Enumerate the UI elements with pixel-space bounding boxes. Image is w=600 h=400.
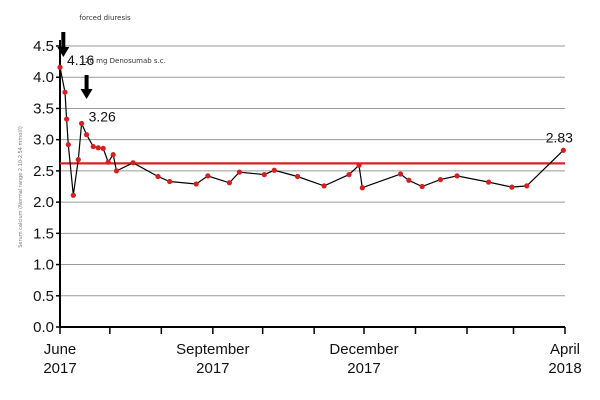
data-point [167, 178, 173, 185]
data-point [105, 159, 111, 165]
data-point [236, 169, 243, 175]
data-point [205, 173, 211, 179]
x-tick-label-year: 2017 [347, 360, 380, 377]
x-tick-label-year: 2017 [196, 360, 229, 377]
data-label: 3.26 [89, 108, 116, 124]
y-tick-label: 2.0 [33, 194, 54, 211]
data-point [83, 132, 90, 138]
data-point [64, 116, 70, 122]
annotation-text: forced diuresis [79, 14, 131, 22]
data-point [90, 143, 96, 150]
data-point [346, 172, 352, 178]
data-point [75, 157, 81, 163]
data-point [524, 183, 530, 189]
x-tick-label-month: September [176, 341, 249, 358]
data-point [359, 185, 365, 191]
data-point [560, 147, 566, 153]
y-tick-label: 4.5 [33, 38, 54, 55]
data-point [261, 172, 267, 178]
data-label: 2.83 [546, 129, 573, 145]
data-point [356, 162, 362, 168]
y-tick-label: 4.0 [33, 69, 54, 86]
series-line [59, 67, 564, 196]
x-tick-label-month: June [44, 341, 77, 358]
x-tick-label-month: April [550, 341, 580, 358]
data-point [193, 181, 199, 187]
data-point [57, 64, 63, 70]
data-point [78, 120, 85, 127]
annotation-arrow-head [80, 89, 93, 99]
data-points [57, 64, 566, 198]
data-point [113, 168, 120, 174]
data-point [437, 177, 444, 183]
data-point [62, 89, 68, 95]
data-point [95, 145, 101, 151]
y-tick-label: 3.0 [33, 132, 54, 149]
data-point [110, 152, 116, 158]
labels: 4.16 3.26 2.83 forced diuresis 120 mg Denosu… [57, 14, 573, 145]
data-point [419, 183, 425, 190]
y-tick-label: 3.5 [33, 100, 54, 117]
data-point [397, 171, 404, 177]
data-point [100, 145, 106, 152]
y-tick-label: 0.5 [33, 288, 54, 305]
grid-lines [60, 45, 565, 328]
data-point [65, 142, 71, 148]
x-tick-label-month: December [329, 341, 398, 358]
data-point [294, 173, 301, 180]
data-point [70, 192, 76, 198]
data-point [321, 183, 327, 189]
y-tick-label: 0.0 [33, 319, 54, 336]
series-polyline [59, 67, 564, 196]
data-point [271, 167, 277, 173]
data-point [130, 160, 136, 166]
data-point [406, 177, 412, 183]
x-tick-label-year: 2017 [43, 360, 76, 377]
annotation-arrow-head [57, 47, 70, 57]
data-point [509, 184, 515, 190]
data-point [226, 180, 233, 186]
x-tick-label-year: 2018 [548, 360, 581, 377]
data-point [155, 173, 161, 180]
axes: 0.0 0.5 1.0 1.5 2.0 2.5 3.0 3.5 4.0 4.5 June 2017 Se… [33, 38, 582, 377]
data-label: 4.16 [67, 52, 94, 68]
data-point [454, 173, 460, 179]
annotation-text: 120 mg Denosumab s.c. [81, 57, 166, 65]
y-axis-label: Serum calcium (Normal range 2.10-2.54 mm… [18, 126, 24, 248]
y-tick-label: 1.5 [33, 225, 54, 242]
y-tick-label: 2.5 [33, 163, 54, 180]
data-point [485, 179, 492, 185]
y-tick-label: 1.0 [33, 257, 54, 274]
